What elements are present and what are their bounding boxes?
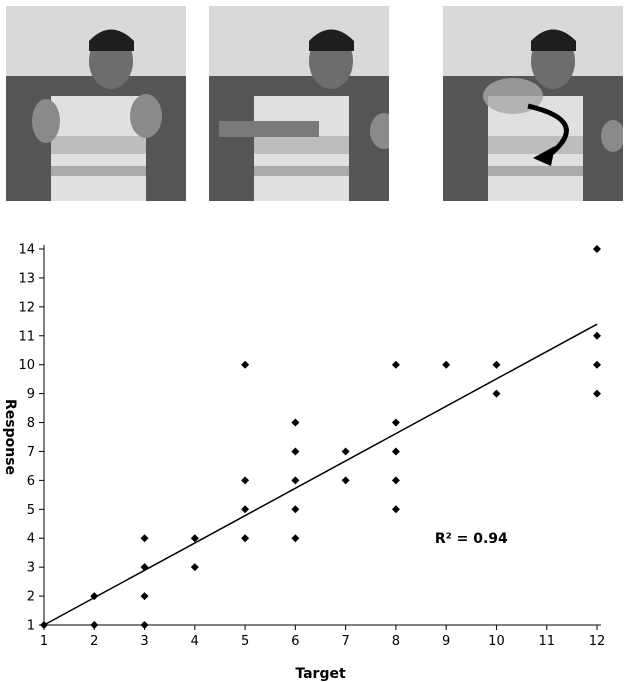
data-point [291, 447, 300, 456]
data-point [593, 389, 601, 398]
data-point [341, 447, 350, 456]
x-tick-label: 5 [241, 634, 249, 649]
data-point [140, 621, 149, 629]
y-tick-label: 7 [27, 445, 35, 460]
y-tick-label: 13 [18, 271, 35, 286]
x-tick-label: 7 [341, 634, 349, 649]
x-tick-label: 11 [538, 634, 555, 649]
y-tick-label: 6 [27, 474, 35, 489]
data-point [291, 505, 300, 514]
photo-gesture-3 [443, 6, 623, 201]
y-axis-title: Response [2, 399, 18, 475]
y-tick-label: 11 [18, 329, 35, 344]
data-point [241, 476, 250, 485]
data-point [291, 476, 300, 485]
data-point [442, 360, 451, 369]
y-tick-label: 14 [18, 243, 35, 258]
y-tick-label: 5 [27, 503, 35, 518]
x-tick-label: 4 [191, 634, 199, 649]
photo-gesture-2 [209, 6, 389, 201]
y-tick-label: 10 [18, 358, 35, 373]
x-tick-label: 1 [40, 634, 48, 649]
data-point [391, 418, 400, 427]
y-tick-label: 4 [27, 532, 35, 547]
data-point [391, 476, 400, 485]
y-tick-label: 3 [27, 561, 35, 576]
y-tick-label: 1 [27, 619, 35, 634]
data-point [391, 447, 400, 456]
data-point [90, 621, 99, 629]
x-tick-label: 10 [488, 634, 505, 649]
x-tick-label: 2 [90, 634, 98, 649]
data-point [341, 476, 350, 485]
data-point [593, 360, 601, 369]
y-tick-label: 2 [27, 590, 35, 605]
x-tick-label: 3 [140, 634, 148, 649]
y-tick-label: 9 [27, 387, 35, 402]
data-point [492, 389, 501, 398]
x-axis-title: Target [295, 666, 346, 682]
data-points [40, 245, 601, 629]
data-point [593, 331, 601, 340]
data-point [593, 245, 601, 253]
photo-gesture-1 [6, 6, 186, 201]
y-tick-label: 8 [27, 416, 35, 431]
data-point [291, 418, 300, 427]
x-tick-label: 9 [442, 634, 450, 649]
r-squared-annotation: R² = 0.94 [435, 531, 508, 547]
y-tick-label: 12 [18, 300, 35, 315]
data-point [190, 534, 199, 543]
data-point [90, 592, 99, 601]
data-point [190, 563, 199, 572]
chart-axes [43, 245, 601, 626]
data-point [140, 592, 149, 601]
data-point [241, 360, 250, 369]
data-point [140, 534, 149, 543]
data-point [40, 621, 48, 629]
data-point [391, 360, 400, 369]
x-tick-label: 6 [291, 634, 299, 649]
data-point [291, 534, 300, 543]
data-point [391, 505, 400, 514]
x-tick-label: 8 [392, 634, 400, 649]
x-tick-label: 12 [589, 634, 606, 649]
data-point [140, 563, 149, 572]
data-point [241, 505, 250, 514]
data-point [492, 360, 501, 369]
data-point [241, 534, 250, 543]
trendline [43, 323, 598, 626]
